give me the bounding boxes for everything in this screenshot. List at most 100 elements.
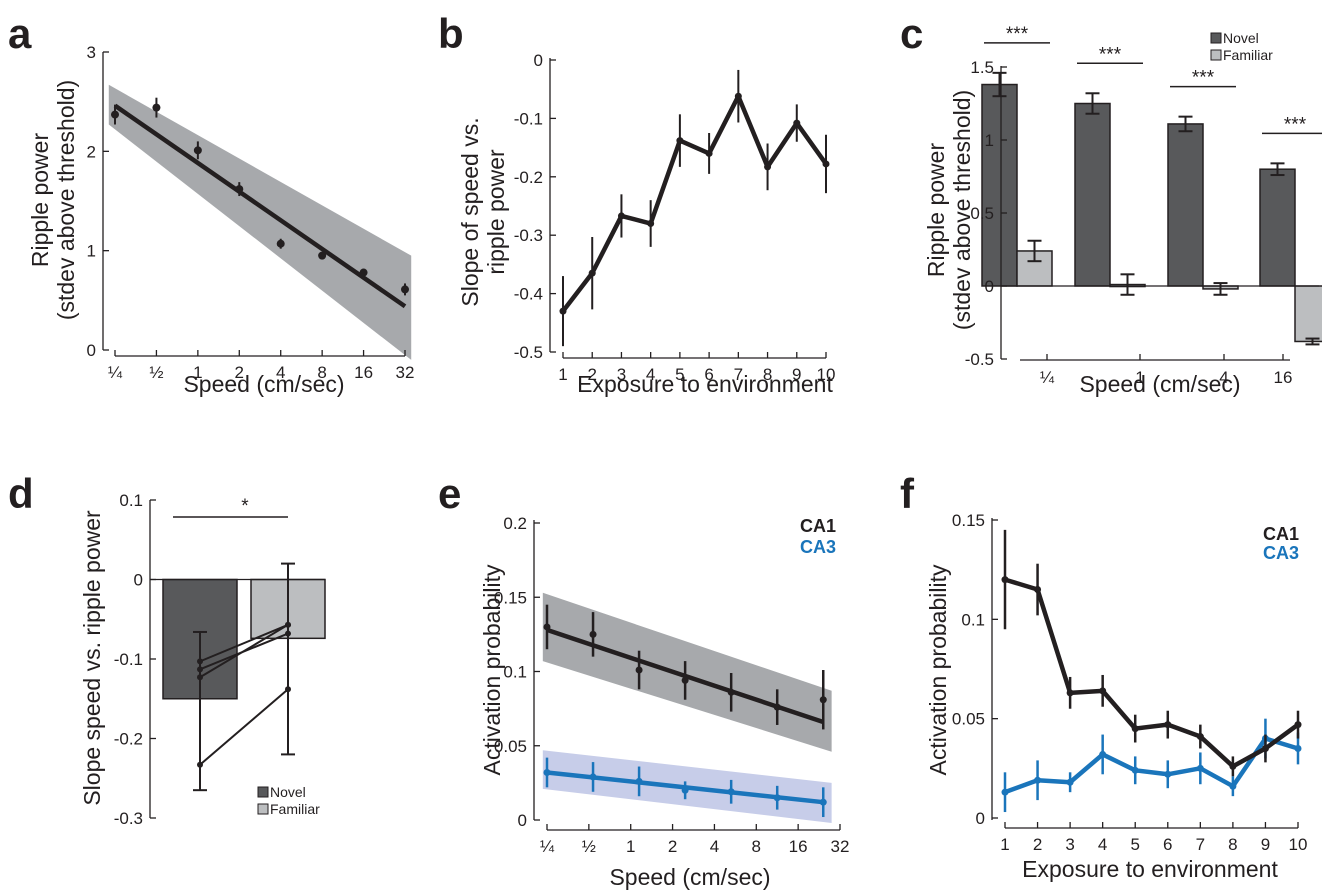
panel-f: f 0.15 0.1 0.05 01 2 3 4 5 6 7 8 9 10 CA1 CA3 Exposu…: [900, 470, 1307, 882]
data-point-ca3: [1034, 776, 1042, 784]
data-point: [235, 185, 244, 194]
significance-label: ***: [1006, 24, 1029, 45]
legend-label-novel: Novel: [270, 784, 306, 800]
y-tick-label: 0.1: [503, 663, 527, 682]
f-xlabel: Exposure to environment: [1022, 856, 1278, 882]
x-tick-label: 1: [1135, 368, 1144, 387]
x-tick-label: 7: [1196, 835, 1205, 854]
panel-c: c *** *** *** *** 1.5 1 0.5 0 -0.5 ¼ 1 4 16 Novel F…: [900, 10, 1322, 397]
a-confidence-band: [108, 84, 412, 360]
data-point-ca1: [727, 688, 735, 696]
panel-f-letter: f: [900, 470, 915, 517]
y-tick-label: 1.5: [970, 58, 994, 77]
y-tick-label: 0: [976, 809, 985, 828]
data-point: [705, 149, 713, 157]
d-ylabel: Slope speed vs. ripple power: [79, 510, 105, 806]
data-point-ca1: [1164, 721, 1172, 729]
y-tick-label: -0.4: [514, 285, 543, 304]
b-xlabel: Exposure to environment: [577, 371, 833, 397]
x-tick-label: 1: [626, 837, 635, 856]
y-tick-label: 0.1: [119, 491, 143, 510]
data-point-ca1: [1034, 586, 1042, 594]
x-tick-label: 8: [752, 837, 761, 856]
data-point-ca1: [1131, 725, 1139, 733]
x-tick-label: 4: [646, 365, 655, 384]
data-point-ca3: [819, 798, 827, 806]
y-tick-label: 1: [87, 242, 96, 261]
data-point: [676, 137, 684, 145]
x-tick-label: 4: [276, 363, 285, 382]
data-point: [152, 103, 161, 112]
panel-c-letter: c: [900, 10, 923, 57]
f-legend-ca3: CA3: [1263, 543, 1299, 563]
x-tick-label: 3: [617, 365, 626, 384]
y-tick-label: -0.2: [514, 168, 543, 187]
e-series: [542, 592, 832, 823]
x-tick-label: 4: [1219, 368, 1228, 387]
y-tick-label: 2: [87, 142, 96, 161]
data-point: [318, 251, 327, 260]
panel-e-letter: e: [438, 470, 461, 517]
x-tick-label: 5: [675, 365, 684, 384]
c-bars: *** *** *** ***: [981, 24, 1322, 346]
data-point: [559, 307, 567, 315]
bar-novel: [981, 83, 1018, 287]
d-legend: Novel Familiar: [257, 784, 320, 817]
b-series: [559, 69, 830, 347]
legend-label-novel: Novel: [1223, 30, 1259, 46]
a-xlabel: Speed (cm/sec): [183, 371, 344, 397]
legend-swatch-novel: [257, 786, 269, 798]
data-point-ca3: [1164, 770, 1172, 778]
x-tick-label: 9: [792, 365, 801, 384]
series-line-ca3: [1004, 736, 1299, 795]
panel-b-letter: b: [438, 10, 464, 57]
significance-label: ***: [1099, 44, 1122, 65]
y-tick-label: 0.2: [503, 514, 527, 533]
legend-label-familiar: Familiar: [1223, 47, 1273, 63]
y-tick-label: 0.1: [961, 610, 985, 629]
data-point-ca3: [589, 773, 597, 781]
c-ylabel-line2: (stdev above threshold): [949, 90, 975, 330]
x-tick-label: 32: [396, 363, 415, 382]
x-tick-label: 8: [763, 365, 772, 384]
y-tick-label: 3: [87, 43, 96, 62]
f-legend-ca1: CA1: [1263, 524, 1299, 544]
fit-line: [113, 103, 407, 309]
f-series: [1001, 529, 1302, 813]
x-tick-label: 1: [193, 363, 202, 382]
data-point-ca3: [1001, 788, 1009, 796]
panel-d-letter: d: [8, 470, 34, 517]
data-point: [588, 269, 596, 277]
data-point-ca1: [1099, 687, 1107, 695]
paired-line: [199, 623, 289, 679]
x-tick-label: 5: [1130, 835, 1139, 854]
legend-label-familiar: Familiar: [270, 801, 320, 817]
data-point: [734, 92, 742, 100]
x-tick-label: 4: [710, 837, 719, 856]
panel-a-letter: a: [8, 10, 32, 57]
bar-familiar: [1294, 285, 1322, 343]
data-point-ca3: [543, 768, 551, 776]
e-xlabel: Speed (cm/sec): [609, 864, 770, 890]
data-point-ca3: [1196, 764, 1204, 772]
bar-novel: [1074, 102, 1111, 287]
data-point: [401, 285, 409, 294]
x-tick-label: 6: [1163, 835, 1172, 854]
x-tick-label: 16: [1274, 368, 1293, 387]
panel-a: a 0 1 2 3 ¼ ½ 1 2 4 8 16 32 Speed (cm/sec) Ripple p…: [8, 10, 414, 397]
y-tick-label: -0.3: [114, 809, 143, 828]
data-point-ca1: [1066, 689, 1074, 697]
data-point: [617, 212, 625, 220]
confidence-band: [108, 84, 412, 360]
x-tick-label: 6: [704, 365, 713, 384]
x-tick-label: ¼: [1040, 368, 1055, 387]
x-tick-label: 8: [1228, 835, 1237, 854]
x-tick-label: ¼: [108, 363, 123, 382]
significance-label: *: [241, 496, 249, 517]
y-tick-label: 1: [985, 131, 994, 150]
x-tick-label: ¼: [540, 837, 555, 856]
c-ylabel-line1: Ripple power: [923, 143, 949, 278]
b-ylabel-line1: Slope of speed vs.: [457, 117, 483, 306]
x-tick-label: ½: [149, 363, 163, 382]
e-axes: 0.2 0.15 0.1 0.05 0¼ ½ 1 2 4 8 16 32: [494, 514, 850, 856]
